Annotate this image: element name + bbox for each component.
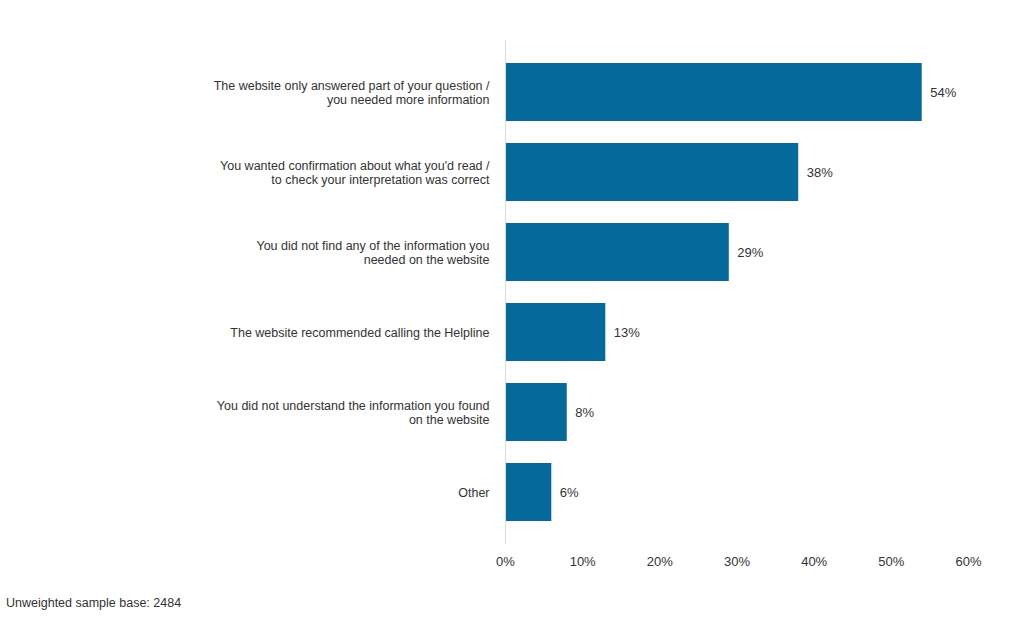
svg-text:60%: 60%: [955, 554, 981, 569]
svg-text:6%: 6%: [560, 485, 579, 500]
svg-text:The website recommended callin: The website recommended calling the Help…: [230, 326, 489, 340]
svg-text:10%: 10%: [570, 554, 596, 569]
svg-text:0%: 0%: [496, 554, 515, 569]
svg-text:8%: 8%: [575, 405, 594, 420]
html-text:Unweighted sample base: 2484: Unweighted sample base: 2484: [6, 596, 182, 610]
svg-text:13%: 13%: [614, 325, 640, 340]
svg-text:38%: 38%: [807, 165, 833, 180]
svg-text:54%: 54%: [930, 85, 956, 100]
svg-text:40%: 40%: [801, 554, 827, 569]
svg-text:You wanted confirmation about: You wanted confirmation about what you'd…: [220, 159, 490, 187]
svg-text:The website only answered part: The website only answered part of your q…: [214, 79, 490, 107]
svg-text:29%: 29%: [737, 245, 763, 260]
svg-text:You did not understand the inf: You did not understand the information y…: [217, 399, 490, 427]
svg-text:You did not find any of the in: You did not find any of the information …: [256, 239, 489, 267]
svg-text:50%: 50%: [878, 554, 904, 569]
svg-text:Other: Other: [458, 486, 489, 500]
svg-text:30%: 30%: [724, 554, 750, 569]
svg-text:20%: 20%: [647, 554, 673, 569]
